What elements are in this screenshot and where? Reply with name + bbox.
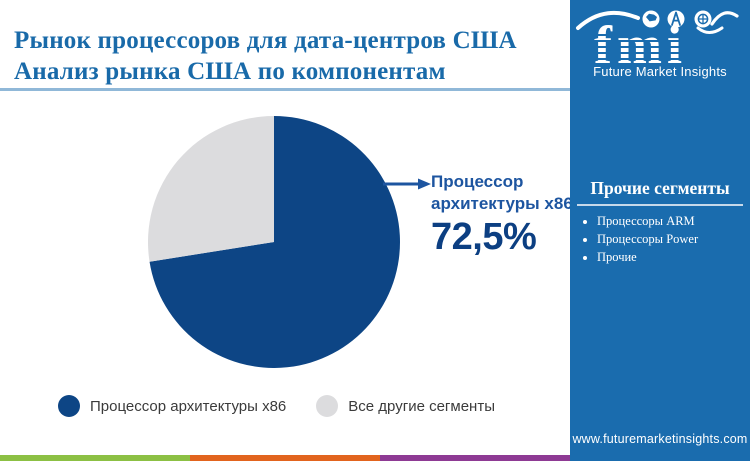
chart-area: Рынок процессоров для дата-центров США А… [0, 25, 573, 461]
fmi-logo: fmi Future Market Insights [570, 0, 750, 92]
legend: Процессор архитектуры x86 Все другие сег… [58, 394, 495, 418]
title-divider [0, 88, 570, 91]
legend-swatch-x86 [58, 395, 80, 417]
legend-label-others: Все другие сегменты [348, 397, 495, 415]
sidebar-divider [577, 204, 743, 206]
logo-decoration [576, 10, 739, 34]
compass-icon [667, 10, 685, 28]
callout-value: 72,5% [431, 216, 537, 258]
footer-stripes [0, 455, 570, 461]
list-item-label: Процессоры Power [597, 232, 699, 246]
callout: Процессор архитектуры x86 72,5% [431, 171, 576, 257]
bullet-icon [583, 238, 587, 242]
list-item-power: Процессоры Power [583, 233, 698, 246]
list-item-label: Процессоры ARM [597, 214, 695, 228]
legend-label-x86: Процессор архитектуры x86 [90, 397, 287, 415]
sidebar-header: Прочие сегменты [590, 178, 730, 198]
bullet-icon [583, 256, 587, 260]
logo-subtext: Future Market Insights [593, 64, 727, 79]
footer-stripe-green [0, 455, 190, 461]
legend-swatch-others [316, 395, 339, 417]
callout-label-line2: архитектуры x86 [431, 193, 573, 213]
title-line2: Анализ рынка США по компонентам [14, 57, 446, 85]
sidebar-list: Процессоры ARM Процессоры Power Прочие [583, 210, 698, 269]
callout-label-line1: Процессор [431, 172, 524, 191]
website-url: www.futuremarketinsights.com [572, 432, 748, 446]
pie-slice-1 [148, 116, 274, 262]
footer-stripe-orange [190, 455, 380, 461]
sidebar: fmi Future Market Insights Прочие сегмен… [570, 0, 750, 461]
globe-icon [694, 10, 712, 28]
footer-stripe-purple [380, 455, 570, 461]
usa-map-icon [642, 10, 660, 28]
bullet-icon [583, 220, 587, 224]
list-item-arm: Процессоры ARM [583, 215, 698, 228]
legend-item-others: Все другие сегменты [316, 395, 495, 417]
pie-chart [148, 116, 400, 368]
list-item-label: Прочие [597, 250, 637, 264]
page-title: Рынок процессоров для дата-центров США А… [14, 25, 566, 87]
callout-arrow-icon [383, 178, 431, 190]
list-item-other: Прочие [583, 251, 698, 264]
title-line1: Рынок процессоров для дата-центров США [14, 26, 517, 54]
callout-label: Процессор архитектуры x86 [431, 171, 576, 214]
pie-slice-0 [149, 116, 400, 368]
legend-item-x86: Процессор архитектуры x86 [58, 395, 286, 417]
